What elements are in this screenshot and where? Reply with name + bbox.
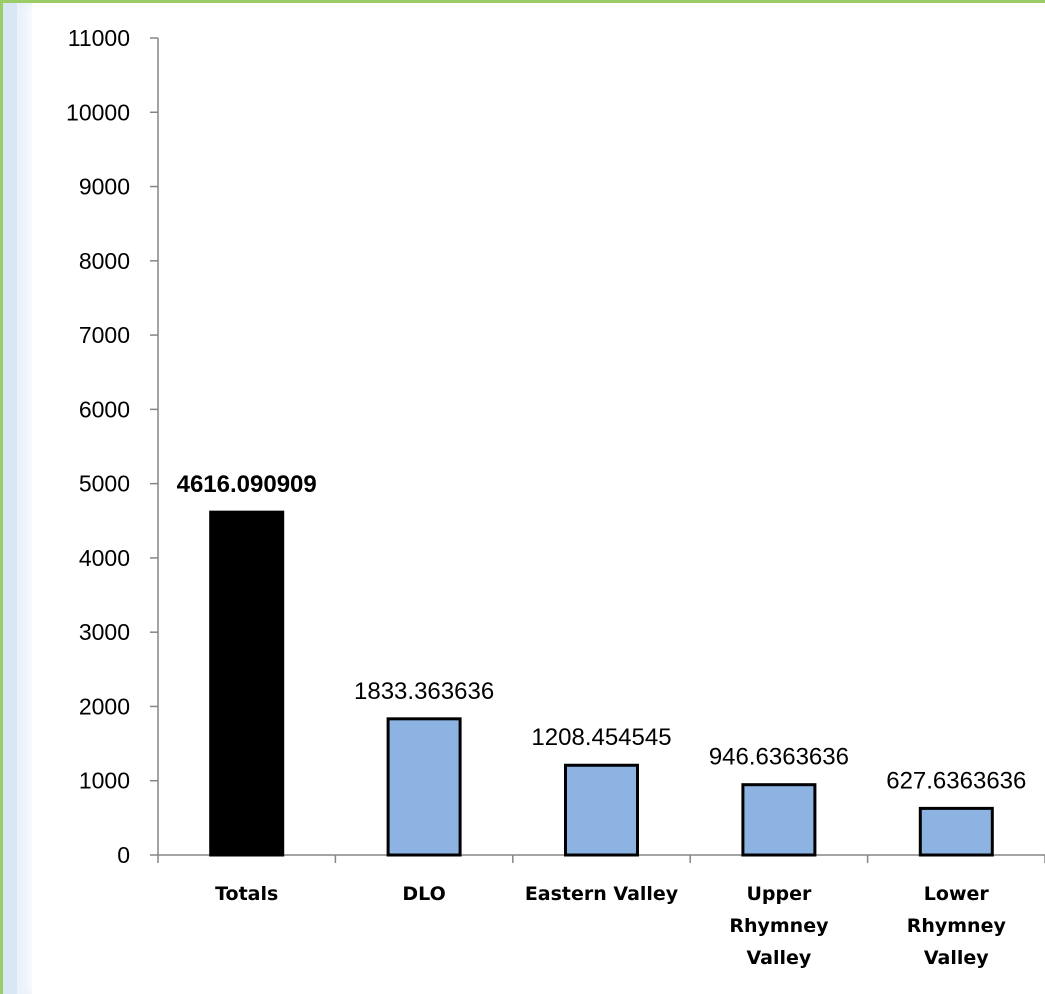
y-tick-label: 7000 (79, 322, 130, 348)
y-tick-label: 9000 (79, 174, 130, 200)
y-tick-label: 4000 (79, 545, 130, 571)
bar-upper-rhymney-valley (741, 783, 817, 857)
y-tick-label: 6000 (79, 396, 130, 422)
category-label-line: Lower (924, 883, 990, 905)
y-tick-label: 2000 (79, 693, 130, 719)
data-label: 1208.454545 (531, 724, 671, 751)
data-label: 4616.090909 (177, 471, 317, 498)
y-tick-label: 0 (117, 842, 130, 868)
data-label: 946.6363636 (709, 744, 849, 771)
data-label: 627.6363636 (886, 767, 1026, 794)
category-label-line: Eastern Valley (525, 883, 679, 905)
category-label: Totals (215, 883, 278, 905)
category-label: Lower Rhymney Valley (907, 883, 1007, 969)
bar-lower-rhymney-valley (918, 806, 994, 857)
y-tick-label: 5000 (79, 471, 130, 497)
category-label-line: Totals (215, 883, 278, 905)
bar-eastern-valley (564, 763, 639, 857)
y-tick-label: 11000 (68, 25, 130, 51)
y-tick-label: 8000 (79, 248, 130, 274)
bar-totals (209, 510, 285, 857)
category-label: DLO (402, 883, 445, 905)
plot-area (32, 3, 1045, 994)
category-label-line: DLO (402, 883, 445, 905)
category-label-line: Valley (747, 947, 812, 969)
y-tick-label: 10000 (66, 99, 130, 125)
category-label-line: Rhymney (729, 915, 829, 937)
category-label-line: Valley (924, 947, 989, 969)
y-tick-label: 1000 (79, 768, 130, 794)
y-tick-label: 3000 (79, 619, 130, 645)
bar-dlo (386, 717, 462, 857)
category-label: Eastern Valley (525, 883, 679, 905)
category-label-line: Upper (746, 883, 812, 905)
category-label: Upper Rhymney Valley (729, 883, 829, 969)
category-label-line: Rhymney (907, 915, 1007, 937)
data-label: 1833.363636 (354, 678, 494, 705)
